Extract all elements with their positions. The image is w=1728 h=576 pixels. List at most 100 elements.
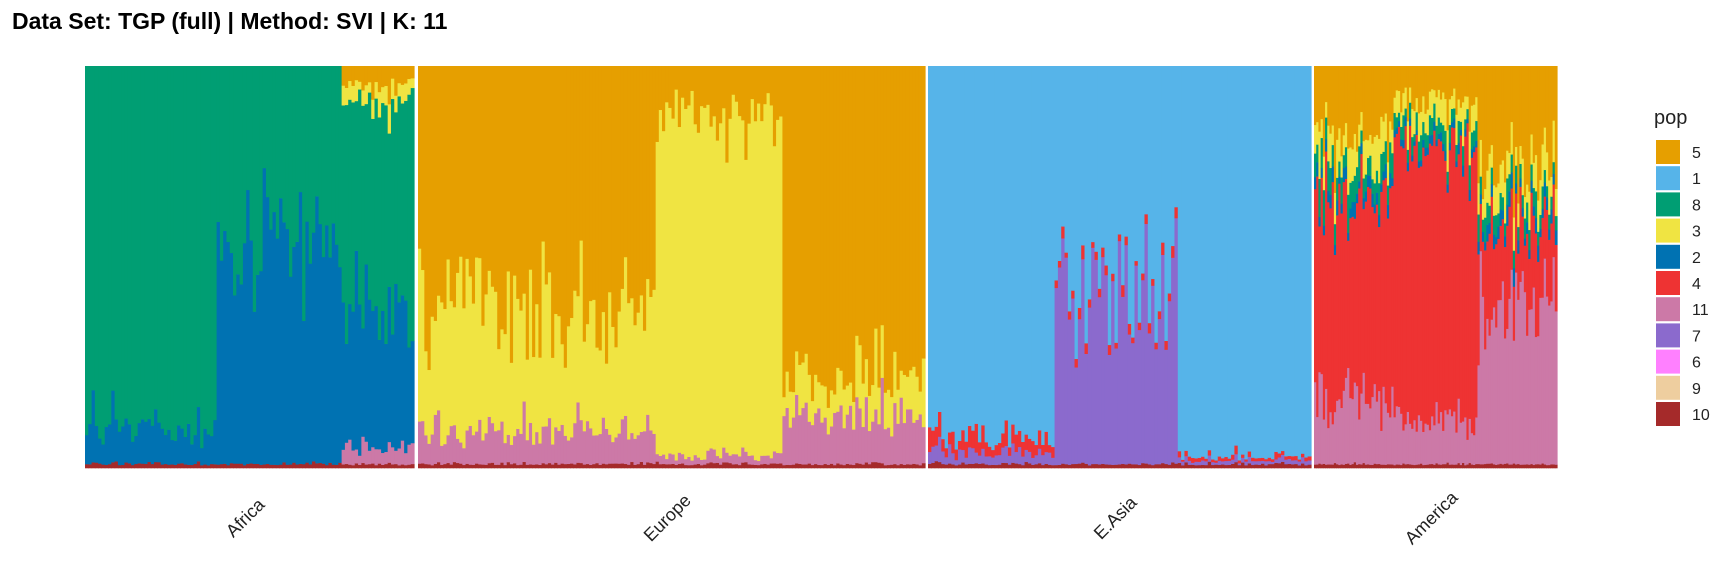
bar-segment-pop-5 [1490, 66, 1494, 146]
bar-segment-pop-10 [219, 463, 224, 469]
panel-label-easia: E.Asia [1090, 492, 1142, 544]
bar-segment-pop-4 [1322, 235, 1326, 420]
bar-segment-pop-10 [1481, 464, 1485, 469]
bar-segment-pop-4 [1349, 217, 1353, 399]
bar-segment-pop-11 [579, 419, 584, 464]
bar-segment-pop-5 [820, 66, 825, 386]
bar-segment-pop-1 [1057, 66, 1062, 261]
bar-segment-pop-4 [974, 423, 979, 453]
bar-segment-pop-3 [598, 350, 603, 435]
bar-segment-pop-2 [1495, 236, 1498, 245]
bar-segment-pop-10 [557, 464, 562, 469]
bar-segment-pop-3 [494, 291, 498, 432]
bar-segment-pop-4 [1355, 202, 1359, 387]
bar-segment-pop-10 [1274, 462, 1279, 469]
bar-segment-pop-4 [1237, 460, 1242, 464]
bar-segment-pop-4 [1541, 217, 1545, 298]
bar-segment-pop-7 [1021, 456, 1026, 466]
bar-segment-pop-11 [757, 460, 761, 466]
bar-segment-pop-10 [229, 463, 234, 469]
bar-segment-pop-11 [848, 405, 853, 465]
bar-segment-pop-4 [1294, 455, 1299, 461]
bar-segment-pop-10 [918, 465, 923, 469]
bar-segment-pop-5 [538, 66, 543, 358]
bar-segment-pop-10 [867, 463, 872, 469]
bar-segment-pop-1 [951, 66, 956, 432]
bar-segment-pop-10 [443, 463, 448, 469]
bar-segment-pop-11 [1320, 373, 1324, 465]
bar-segment-pop-11 [490, 422, 495, 463]
bar-segment-pop-11 [497, 430, 501, 465]
bar-segment-pop-7 [1074, 367, 1079, 465]
bar-segment-pop-11 [1340, 407, 1344, 465]
bar-segment-pop-3 [1481, 198, 1485, 220]
bar-segment-pop-3 [611, 326, 616, 443]
bar-segment-pop-8 [341, 105, 346, 303]
bar-segment-pop-10 [893, 463, 898, 469]
bar-segment-pop-3 [407, 78, 412, 95]
bar-segment-pop-5 [1406, 66, 1410, 122]
bar-segment-pop-3 [1402, 92, 1406, 116]
bar-segment-pop-3 [1395, 90, 1399, 118]
bar-segment-pop-3 [779, 116, 784, 454]
bar-segment-pop-5 [371, 66, 376, 100]
bar-segment-pop-5 [722, 66, 726, 109]
bar-segment-pop-11 [788, 427, 793, 466]
bar-segment-pop-10 [994, 464, 999, 469]
bar-segment-pop-10 [961, 462, 966, 469]
bar-segment-pop-4 [1241, 454, 1245, 458]
bar-segment-pop-3 [570, 317, 574, 438]
bar-segment-pop-8 [177, 66, 182, 426]
bar-segment-pop-10 [1077, 463, 1082, 469]
bar-segment-pop-3 [1413, 110, 1417, 135]
bar-segment-pop-10 [1495, 464, 1498, 469]
bar-segment-pop-7 [1131, 342, 1136, 465]
bar-segment-pop-1 [1121, 66, 1126, 286]
bar-segment-pop-10 [1320, 464, 1324, 469]
bar-segment-pop-3 [1466, 96, 1470, 110]
bar-segment-pop-4 [1084, 343, 1089, 354]
bar-segment-pop-4 [1545, 209, 1549, 297]
bar-segment-pop-10 [829, 463, 834, 469]
bar-segment-pop-3 [1389, 121, 1392, 143]
bar-segment-pop-3 [452, 307, 457, 426]
bar-segment-pop-5 [471, 66, 476, 304]
bar-segment-pop-3 [1333, 192, 1337, 225]
bar-segment-pop-4 [1011, 424, 1016, 444]
bar-segment-pop-2 [1371, 193, 1375, 208]
bar-segment-pop-4 [1047, 444, 1052, 453]
bar-segment-pop-10 [585, 463, 590, 469]
bar-segment-pop-11 [1422, 431, 1426, 466]
bar-segment-pop-7 [1044, 451, 1049, 465]
bar-segment-pop-11 [509, 444, 514, 465]
bar-segment-pop-4 [1287, 455, 1292, 460]
bar-segment-pop-10 [1101, 463, 1106, 469]
bar-segment-pop-7 [1151, 285, 1156, 466]
bar-segment-pop-11 [1333, 411, 1337, 464]
bar-segment-pop-3 [1369, 134, 1373, 156]
bar-segment-pop-8 [348, 99, 353, 305]
bar-segment-pop-11 [443, 443, 448, 465]
bar-segment-pop-10 [623, 463, 628, 469]
bar-segment-pop-8 [186, 66, 191, 424]
bar-segment-pop-8 [229, 66, 234, 254]
bar-segment-pop-3 [1408, 87, 1412, 103]
bar-segment-pop-4 [1117, 234, 1122, 242]
bar-segment-pop-7 [1287, 458, 1292, 465]
bar-segment-pop-7 [1294, 459, 1299, 465]
bar-segment-pop-3 [1367, 140, 1370, 159]
bar-segment-pop-4 [1455, 166, 1459, 433]
legend-label-4: 4 [1692, 276, 1701, 293]
bar-segment-pop-3 [829, 390, 834, 427]
bar-segment-pop-4 [1373, 213, 1377, 385]
bar-segment-pop-5 [1355, 66, 1359, 152]
bar-segment-pop-5 [902, 66, 907, 375]
bar-segment-pop-3 [1382, 121, 1386, 152]
bar-segment-pop-11 [1408, 423, 1412, 465]
bar-segment-pop-11 [909, 409, 913, 465]
bar-segment-pop-5 [394, 66, 399, 96]
bar-segment-pop-8 [308, 66, 313, 264]
bar-segment-pop-7 [1264, 461, 1269, 466]
bar-segment-pop-4 [1517, 253, 1521, 300]
bar-segment-pop-10 [1515, 464, 1518, 469]
